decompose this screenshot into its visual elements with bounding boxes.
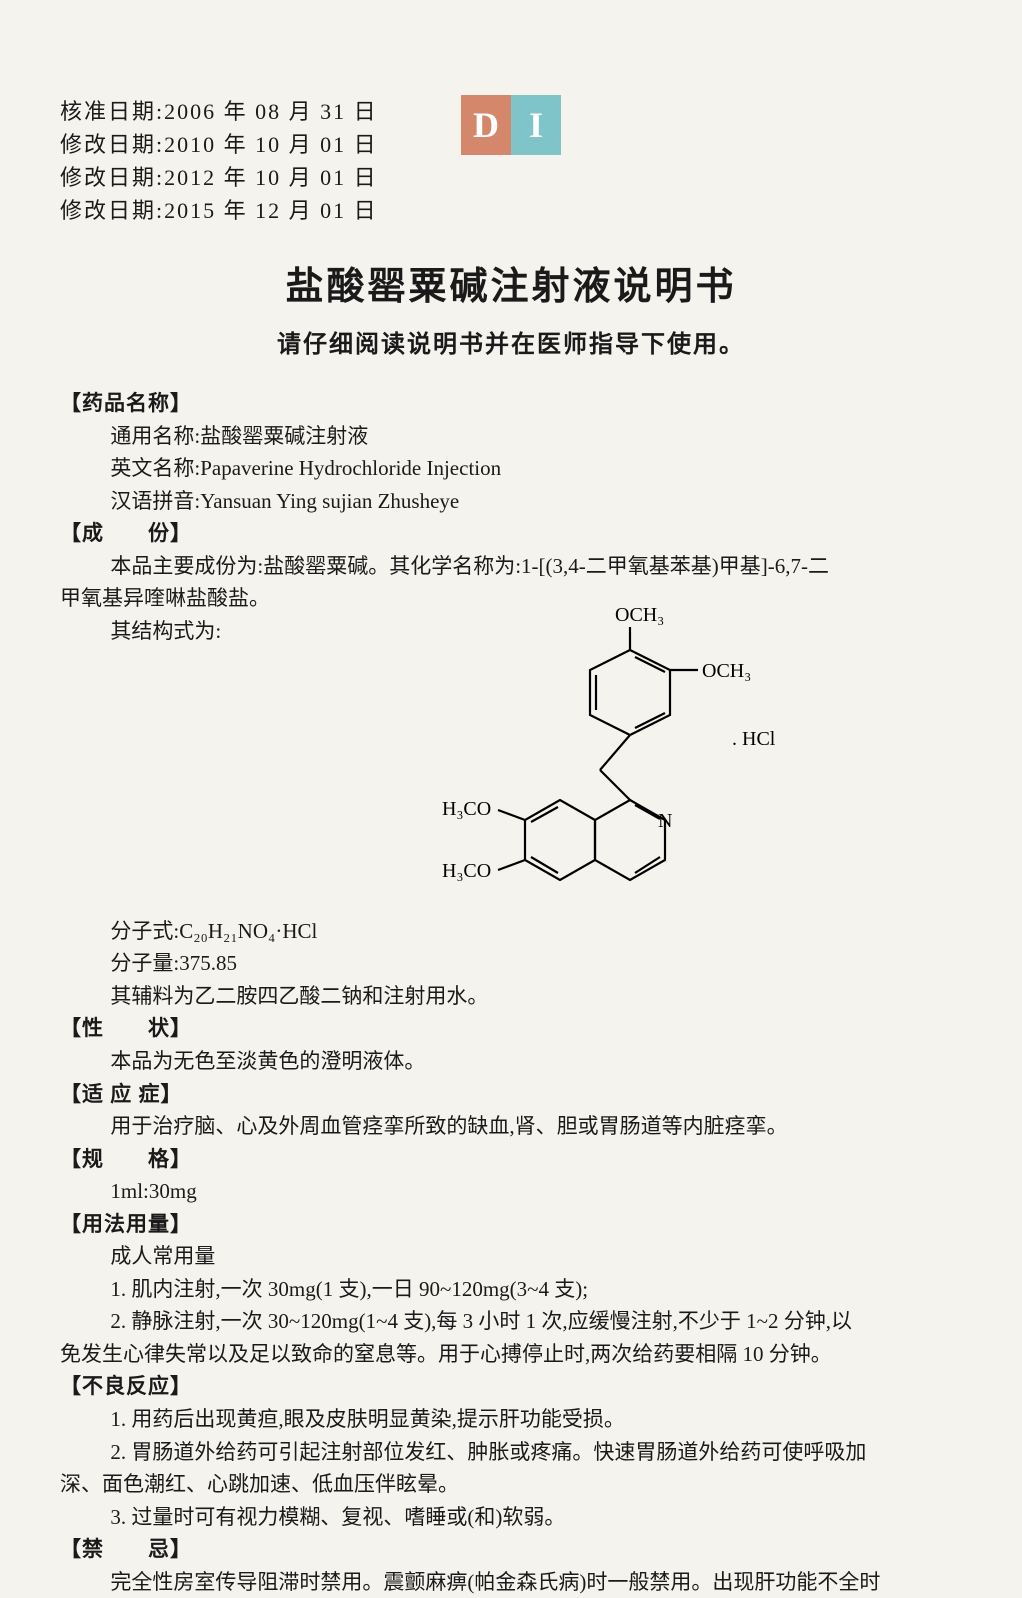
label-contra: 【禁 忌】 <box>60 1533 962 1566</box>
label-h3co-lower: H₃CO <box>442 860 491 882</box>
molecular-formula: 分子式:C₂₀H₂₁NO₄·HCl <box>60 915 962 948</box>
label-och3-right: OCH₃ <box>702 660 751 682</box>
ingredients-line1: 本品主要成份为:盐酸罂粟碱。其化学名称为:1-[(3,4-二甲氧基苯基)甲基]-… <box>60 550 962 583</box>
revision-date-2: 修改日期:2012 年 10 月 01 日 <box>60 161 962 194</box>
indications-text: 用于治疗脑、心及外周血管痉挛所致的缺血,肾、胆或胃肠道等内脏痉挛。 <box>60 1110 962 1143</box>
label-indications: 【适 应 症】 <box>60 1078 962 1111</box>
label-och3-top: OCH₃ <box>615 604 664 626</box>
dosage-header: 成人常用量 <box>60 1240 962 1273</box>
label-drug-name: 【药品名称】 <box>60 387 962 420</box>
label-adverse: 【不良反应】 <box>60 1370 962 1403</box>
character-text: 本品为无色至淡黄色的澄明液体。 <box>60 1045 962 1078</box>
adverse-item2a: 2. 胃肠道外给药可引起注射部位发红、肿胀或疼痛。快速胃肠道外给药可使呼吸加 <box>60 1436 962 1469</box>
marker-i: I <box>511 95 561 155</box>
marker-d: D <box>461 95 511 155</box>
excipients: 其辅料为乙二胺四乙酸二钠和注射用水。 <box>60 980 962 1013</box>
label-character: 【性 状】 <box>60 1012 962 1045</box>
adverse-item1: 1. 用药后出现黄疸,眼及皮肤明显黄染,提示肝功能受损。 <box>60 1403 962 1436</box>
spec-text: 1ml:30mg <box>60 1175 962 1208</box>
revision-date-3: 修改日期:2015 年 12 月 01 日 <box>60 194 962 227</box>
english-name: 英文名称:Papaverine Hydrochloride Injection <box>60 452 962 485</box>
molecule-diagram: OCH₃ OCH₃ . HCl H₃CO H₃CO N <box>400 595 820 905</box>
label-spec: 【规 格】 <box>60 1143 962 1176</box>
document-subtitle: 请仔细阅读说明书并在医师指导下使用。 <box>60 324 962 359</box>
pinyin-name: 汉语拼音:Yansuan Ying sujian Zhusheye <box>60 485 962 518</box>
label-hcl: . HCl <box>732 728 776 750</box>
generic-name: 通用名称:盐酸罂粟碱注射液 <box>60 420 962 453</box>
page-marker: D I <box>461 95 561 155</box>
molecular-weight: 分子量:375.85 <box>60 947 962 980</box>
document-title: 盐酸罂粟碱注射液说明书 <box>60 255 962 310</box>
dosage-item2a: 2. 静脉注射,一次 30~120mg(1~4 支),每 3 小时 1 次,应缓… <box>60 1305 962 1338</box>
label-dosage: 【用法用量】 <box>60 1208 962 1241</box>
content-body: 【药品名称】 通用名称:盐酸罂粟碱注射液 英文名称:Papaverine Hyd… <box>60 387 962 1598</box>
adverse-item3: 3. 过量时可有视力模糊、复视、嗜睡或(和)软弱。 <box>60 1501 962 1534</box>
label-h3co-upper: H₃CO <box>442 798 491 820</box>
dosage-item1: 1. 肌内注射,一次 30mg(1 支),一日 90~120mg(3~4 支); <box>60 1273 962 1306</box>
label-n: N <box>658 810 672 832</box>
dosage-item2b: 免发生心律失常以及足以致命的窒息等。用于心搏停止时,两次给药要相隔 10 分钟。 <box>60 1338 962 1371</box>
contra-text: 完全性房室传导阻滞时禁用。震颤麻痹(帕金森氏病)时一般禁用。出现肝功能不全时 <box>60 1566 962 1598</box>
adverse-item2b: 深、面色潮红、心跳加速、低血压伴眩晕。 <box>60 1468 962 1501</box>
label-ingredients: 【成 份】 <box>60 517 962 550</box>
structure-area: 其结构式为: <box>60 615 962 915</box>
